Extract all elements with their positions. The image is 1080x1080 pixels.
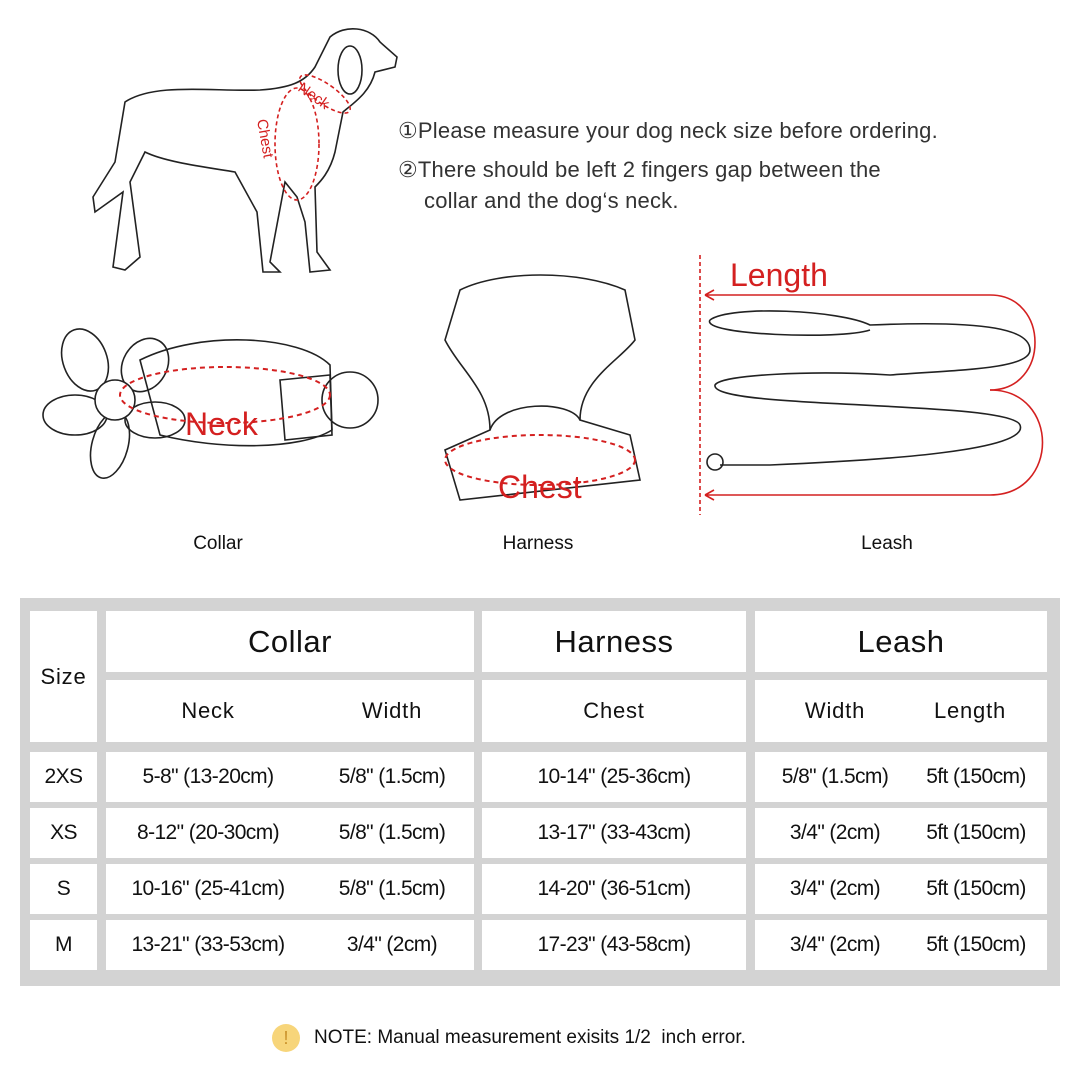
collar-row-bg: 13-21" (33-53cm) 3/4" (2cm) [106,920,474,970]
size-cell: 2XS [30,752,97,802]
collar-illustration: Neck [42,328,379,479]
group-collar: Collar [106,611,474,672]
dog-illustration: Neck Chest [92,28,398,273]
note: ! NOTE: Manual measurement exisits 1/2 i… [272,1024,746,1052]
caption-leash: Leash [861,533,913,554]
leash-width-cell: 3/4" (2cm) [755,864,915,914]
leash-row-bg: 3/4" (2cm) 5ft (150cm) [755,808,1047,858]
leash-length-cell: 5ft (150cm) [905,864,1047,914]
harness-chest-cell: 17-23" (43-58cm) [482,920,746,970]
exclamation-icon: ! [272,1024,300,1052]
leash-illustration: Length [699,255,1044,515]
subheader-neck: Neck [106,680,310,742]
group-harness: Harness [482,611,746,672]
collar-subheader-row: Neck Width [106,680,474,742]
harness-illustration: Chest [444,274,641,505]
subheader-leash-width: Width [755,680,915,742]
size-header: Size [30,611,97,742]
size-cell: XS [30,808,97,858]
collar-row-bg: 10-16" (25-41cm) 5/8" (1.5cm) [106,864,474,914]
collar-neck-label: Neck [185,406,259,442]
collar-neck-cell: 10-16" (25-41cm) [106,864,310,914]
collar-row-bg: 5-8" (13-20cm) 5/8" (1.5cm) [106,752,474,802]
instruction-2-continued: collar and the dog‘s neck. [424,188,679,213]
leash-length-cell: 5ft (150cm) [905,808,1047,858]
leash-length-label: Length [730,257,828,293]
note-text: NOTE: Manual measurement exisits 1/2 inc… [314,1027,746,1048]
harness-chest-cell: 10-14" (25-36cm) [482,752,746,802]
leash-row-bg: 3/4" (2cm) 5ft (150cm) [755,864,1047,914]
leash-width-cell: 3/4" (2cm) [755,808,915,858]
dog-chest-label: Chest [253,118,277,160]
harness-chest-label: Chest [498,469,582,505]
collar-width-cell: 3/4" (2cm) [310,920,474,970]
collar-width-cell: 5/8" (1.5cm) [310,808,474,858]
harness-chest-cell: 14-20" (36-51cm) [482,864,746,914]
instruction-2: ②There should be left 2 fingers gap betw… [398,157,881,182]
size-table: Size Collar Harness Leash Neck Width Che… [20,598,1060,986]
collar-width-cell: 5/8" (1.5cm) [310,752,474,802]
leash-row-bg: 3/4" (2cm) 5ft (150cm) [755,920,1047,970]
collar-neck-cell: 8-12" (20-30cm) [106,808,310,858]
size-cell: S [30,864,97,914]
subheader-length: Length [900,680,1040,742]
caption-harness: Harness [502,533,574,554]
leash-width-cell: 3/4" (2cm) [755,920,915,970]
leash-subheader-row: Width Length [755,680,1047,742]
harness-chest-cell: 13-17" (33-43cm) [482,808,746,858]
leash-width-cell: 5/8" (1.5cm) [755,752,915,802]
leash-row-bg: 5/8" (1.5cm) 5ft (150cm) [755,752,1047,802]
collar-neck-cell: 13-21" (33-53cm) [106,920,310,970]
collar-row-bg: 8-12" (20-30cm) 5/8" (1.5cm) [106,808,474,858]
subheader-collar-width: Width [310,680,474,742]
collar-neck-cell: 5-8" (13-20cm) [106,752,310,802]
subheader-chest: Chest [482,680,746,742]
collar-width-cell: 5/8" (1.5cm) [310,864,474,914]
size-cell: M [30,920,97,970]
caption-collar: Collar [193,533,243,554]
leash-length-cell: 5ft (150cm) [905,752,1047,802]
leash-length-cell: 5ft (150cm) [905,920,1047,970]
instruction-1: ①Please measure your dog neck size befor… [398,118,938,143]
group-leash: Leash [755,611,1047,672]
